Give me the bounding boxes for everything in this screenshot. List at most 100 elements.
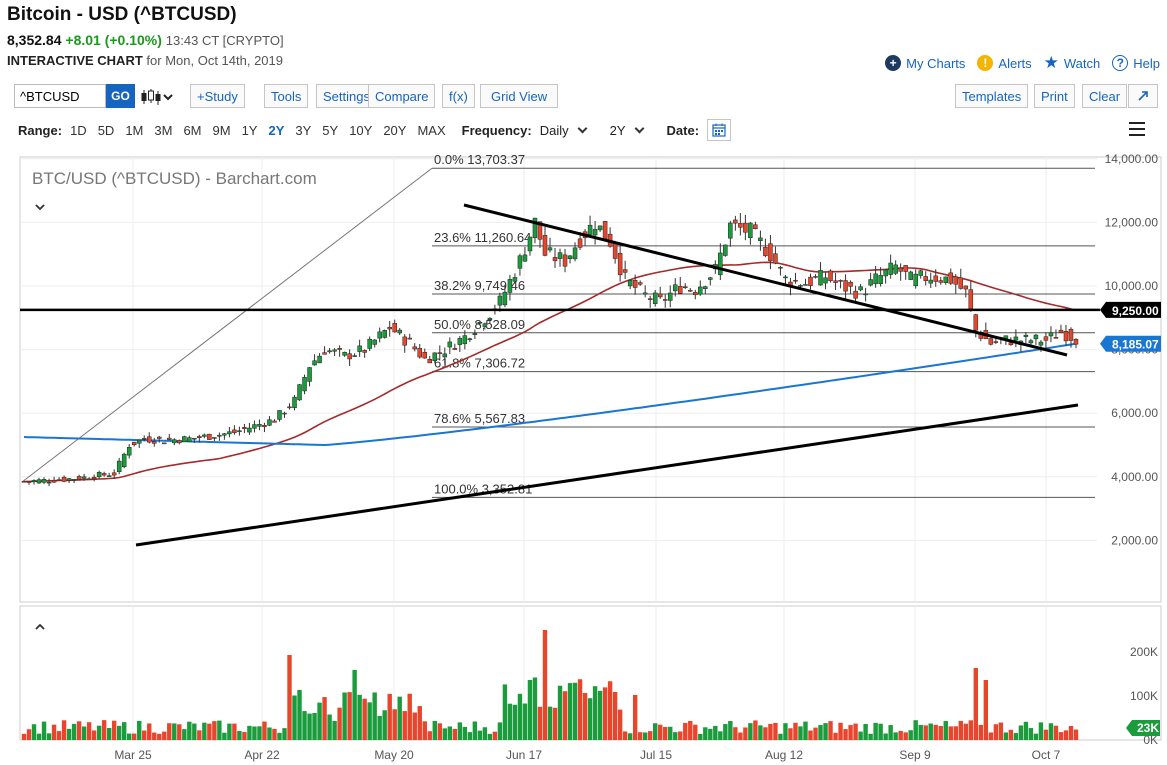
range-1m[interactable]: 1M: [125, 122, 144, 138]
collapse-price-pane-icon[interactable]: [28, 196, 52, 218]
volume-bar: [187, 721, 192, 740]
volume-bar: [91, 730, 97, 740]
resistance-trendline: [463, 203, 1068, 357]
volume-bar: [813, 727, 818, 740]
volume-bar: [637, 732, 643, 740]
help-link[interactable]: ? Help: [1112, 53, 1160, 73]
svg-text:23K: 23K: [1137, 721, 1159, 735]
range-10y[interactable]: 10Y: [349, 122, 373, 138]
y-axis-label: 2,000.00: [1111, 533, 1158, 547]
candlestick: [167, 433, 172, 441]
candlestick: [1068, 327, 1074, 348]
volume-bar: [192, 723, 197, 740]
add-study-button[interactable]: +Study: [190, 84, 245, 108]
clear-button[interactable]: Clear: [1082, 84, 1128, 108]
volume-bar: [863, 723, 868, 740]
templates-button[interactable]: Templates: [955, 84, 1029, 108]
range-1d[interactable]: 1D: [70, 122, 87, 138]
fib-level-label: 0.0% 13,703.37: [434, 152, 525, 167]
menu-icon[interactable]: [1129, 122, 1145, 136]
range-2y[interactable]: 2Y: [268, 122, 285, 138]
candlestick: [602, 221, 608, 240]
volume-bar: [116, 725, 122, 740]
range-6m[interactable]: 6M: [183, 122, 202, 138]
candlestick: [162, 442, 167, 445]
tools-button[interactable]: Tools: [264, 84, 309, 108]
volume-bar: [257, 726, 262, 740]
volume-bar: [547, 706, 553, 740]
volume-bar: [292, 695, 297, 740]
candlestick: [878, 267, 883, 287]
volume-bar: [217, 720, 222, 740]
range-3m[interactable]: 3M: [154, 122, 173, 138]
candlestick: [387, 320, 392, 337]
frequency-select[interactable]: Daily: [540, 123, 588, 138]
volume-bar: [142, 730, 147, 740]
frequency-label: Frequency:: [461, 122, 532, 138]
candlestick: [452, 343, 458, 350]
fib-level-label: 38.2% 9,749.46: [434, 278, 525, 293]
candlestick: [743, 214, 748, 241]
settings-button[interactable]: Settings: [316, 84, 377, 108]
candlestick: [252, 420, 257, 433]
candlestick: [657, 286, 663, 299]
watch-link[interactable]: ★ Watch: [1043, 53, 1101, 72]
range-1y[interactable]: 1Y: [241, 122, 258, 138]
candlestick: [903, 265, 908, 280]
range-3y[interactable]: 3Y: [295, 122, 312, 138]
alerts-link[interactable]: ! Alerts: [977, 53, 1032, 73]
candlestick: [116, 457, 122, 475]
top-links: + My Charts ! Alerts ★ Watch ? Help: [885, 53, 1160, 73]
volume-bar: [647, 731, 653, 740]
volume-bar: [432, 720, 437, 740]
volume-bars: [21, 630, 1079, 740]
candlestick: [282, 411, 287, 418]
volume-bar: [387, 693, 392, 740]
volume-bar: [522, 703, 528, 740]
candlestick: [517, 253, 523, 276]
y-axis-label: 14,000.00: [1105, 152, 1159, 166]
volume-bar: [517, 693, 523, 740]
candlestick: [627, 279, 633, 290]
compare-button[interactable]: Compare: [368, 84, 436, 108]
calendar-icon[interactable]: [707, 119, 732, 141]
volume-bar: [773, 722, 778, 740]
chart-type-candlestick-icon[interactable]: [140, 88, 174, 106]
symbol-input[interactable]: [14, 84, 106, 108]
candlestick: [382, 329, 387, 339]
volume-bar: [372, 692, 377, 740]
volume-bar: [1013, 733, 1019, 740]
go-button[interactable]: GO: [106, 84, 135, 108]
volume-bar: [828, 721, 833, 740]
expand-arrow-icon[interactable]: [1128, 84, 1158, 108]
range-5d[interactable]: 5D: [97, 122, 115, 138]
volume-bar: [427, 731, 432, 740]
volume-bar: [111, 720, 117, 740]
volume-bar: [888, 725, 893, 740]
volume-bar: [642, 732, 648, 740]
volume-bar: [297, 690, 302, 740]
grid-view-button[interactable]: Grid View: [480, 84, 559, 108]
volume-bar: [1018, 725, 1024, 740]
volume-bar: [472, 721, 478, 740]
print-button[interactable]: Print: [1034, 84, 1075, 108]
volume-bar: [222, 732, 227, 740]
period-select[interactable]: 2Y: [610, 123, 644, 138]
range-max[interactable]: MAX: [417, 122, 446, 138]
chart-toolbar: GO +Study Tools Settings Compare f(x) Gr…: [14, 84, 1159, 110]
candlestick: [66, 477, 72, 484]
chart-title: BTC/USD (^BTCUSD) - Barchart.com: [32, 169, 317, 188]
volume-bar: [507, 703, 513, 740]
volume-bar: [698, 733, 703, 740]
volume-bar: [467, 732, 473, 740]
candlestick: [938, 276, 943, 285]
candlestick: [552, 247, 558, 268]
collapse-volume-pane-icon[interactable]: [28, 616, 52, 638]
my-charts-link[interactable]: + My Charts: [885, 53, 965, 73]
volume-bar: [457, 722, 463, 740]
fx-button[interactable]: f(x): [442, 84, 475, 108]
range-5y[interactable]: 5Y: [322, 122, 339, 138]
range-20y[interactable]: 20Y: [383, 122, 407, 138]
range-9m[interactable]: 9M: [212, 122, 231, 138]
